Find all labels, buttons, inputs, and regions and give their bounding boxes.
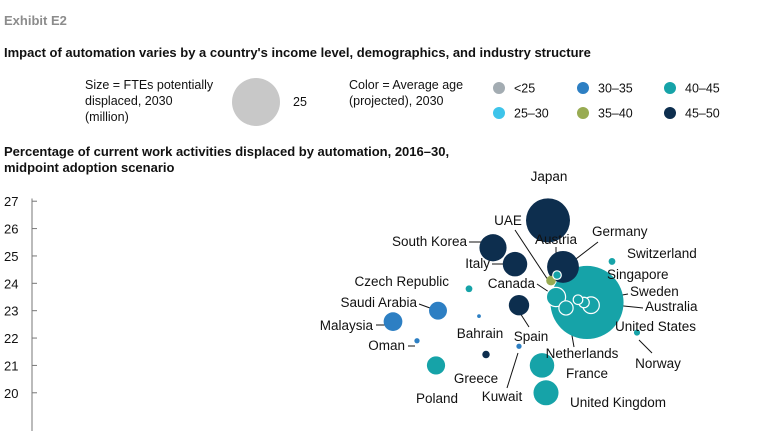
bubble-netherlands	[558, 300, 574, 316]
label-germany: Germany	[592, 224, 648, 239]
label-japan: Japan	[531, 169, 568, 184]
bubble-france	[529, 353, 555, 378]
size-legend-value: 25	[293, 95, 307, 109]
color-legend-label-30-35: 30–35	[598, 82, 633, 96]
label-kuwait: Kuwait	[482, 389, 523, 404]
label-uae: UAE	[494, 213, 522, 228]
color-legend-label-35-40: 35–40	[598, 107, 633, 121]
y-tick-label: 25	[4, 249, 18, 264]
color-legend-swatch-25-30	[493, 107, 505, 119]
chart-title: Impact of automation varies by a country…	[4, 45, 591, 60]
bubble-poland	[426, 356, 446, 375]
bubble-malaysia	[383, 312, 403, 331]
color-legend-label-line: (projected), 2030	[349, 94, 444, 108]
bubble-greece	[482, 350, 490, 359]
color-legend-label-40-45: 40–45	[685, 82, 720, 96]
bubble-labels: Japan South Korea Italy Germany Switzerland A…	[320, 169, 698, 410]
color-legend-swatch-45-50	[664, 107, 676, 119]
label-spain: Spain	[514, 329, 549, 344]
bubble-austria	[552, 270, 562, 280]
y-tick-label: 20	[4, 386, 18, 401]
label-netherlands: Netherlands	[546, 346, 619, 361]
leader-spain	[519, 312, 530, 328]
bubble-singapore	[572, 294, 584, 306]
leader-norway	[638, 339, 653, 354]
color-legend-swatch-lt25	[493, 82, 505, 94]
leader-kuwait	[506, 352, 519, 389]
y-axis-label-line: Percentage of current work activities di…	[4, 144, 449, 159]
y-tick-label: 23	[4, 304, 18, 319]
leader-uae	[514, 229, 549, 281]
bubble-canada	[545, 286, 567, 308]
label-saudi-arabia: Saudi Arabia	[340, 295, 417, 310]
color-legend-label-45-50: 45–50	[685, 107, 720, 121]
y-tick-label: 21	[4, 358, 18, 373]
chart-header: Exhibit E2 Impact of automation varies b…	[4, 13, 591, 60]
bubbles	[383, 198, 641, 406]
bubble-czech-republic	[465, 285, 473, 293]
bubble-bahrain	[477, 314, 481, 319]
bubble-kuwait	[516, 343, 522, 349]
label-malaysia: Malaysia	[320, 318, 374, 333]
label-italy: Italy	[465, 256, 490, 271]
label-singapore: Singapore	[607, 267, 669, 282]
bubble-italy	[502, 251, 528, 277]
label-austria: Austria	[535, 232, 578, 247]
label-sweden: Sweden	[630, 284, 679, 299]
color-legend-swatch-30-35	[577, 82, 589, 94]
label-united-kingdom: United Kingdom	[570, 395, 666, 410]
label-switzerland: Switzerland	[627, 246, 697, 261]
size-legend-label-line: Size = FTEs potentially	[85, 78, 214, 92]
bubble-switzerland	[608, 258, 616, 265]
bubble-united-kingdom	[533, 380, 559, 406]
bubble-saudi-arabia	[429, 301, 447, 320]
y-tick-label: 24	[4, 276, 18, 291]
label-south-korea: South Korea	[392, 234, 468, 249]
size-legend-label-line: (million)	[85, 110, 129, 124]
color-legend-label-25-30: 25–30	[514, 107, 549, 121]
y-axis: Percentage of current work activities di…	[4, 144, 449, 431]
label-norway: Norway	[635, 356, 681, 371]
exhibit-label: Exhibit E2	[4, 13, 67, 28]
label-greece: Greece	[454, 371, 498, 386]
bubble-japan	[526, 198, 570, 243]
y-tick-label: 26	[4, 222, 18, 237]
bubble-oman	[414, 338, 420, 344]
bubble-norway	[633, 329, 641, 336]
bubble-south-korea	[479, 234, 507, 262]
y-tick-label: 22	[4, 331, 18, 346]
color-legend-label-line: Color = Average age	[349, 78, 463, 92]
label-oman: Oman	[368, 338, 405, 353]
label-canada: Canada	[488, 276, 536, 291]
color-legend-swatch-40-45	[664, 82, 676, 94]
label-australia: Australia	[645, 299, 698, 314]
size-legend-bubble	[232, 78, 280, 126]
y-axis-label-line: midpoint adoption scenario	[4, 160, 175, 175]
color-legend-swatch-35-40	[577, 107, 589, 119]
label-united-states: United States	[615, 319, 696, 334]
color-legend-label-lt25: <25	[514, 82, 535, 96]
label-czech-republic: Czech Republic	[354, 274, 449, 289]
leader-saudi-arabia	[418, 303, 431, 309]
label-bahrain: Bahrain	[457, 326, 504, 341]
label-france: France	[566, 366, 608, 381]
leader-canada	[536, 283, 550, 293]
y-tick-label: 27	[4, 194, 18, 209]
legend: Size = FTEs potentially displaced, 2030 (m…	[85, 78, 720, 126]
size-legend-label-line: displaced, 2030	[85, 94, 173, 108]
label-poland: Poland	[416, 391, 458, 406]
bubble-spain	[508, 295, 530, 316]
